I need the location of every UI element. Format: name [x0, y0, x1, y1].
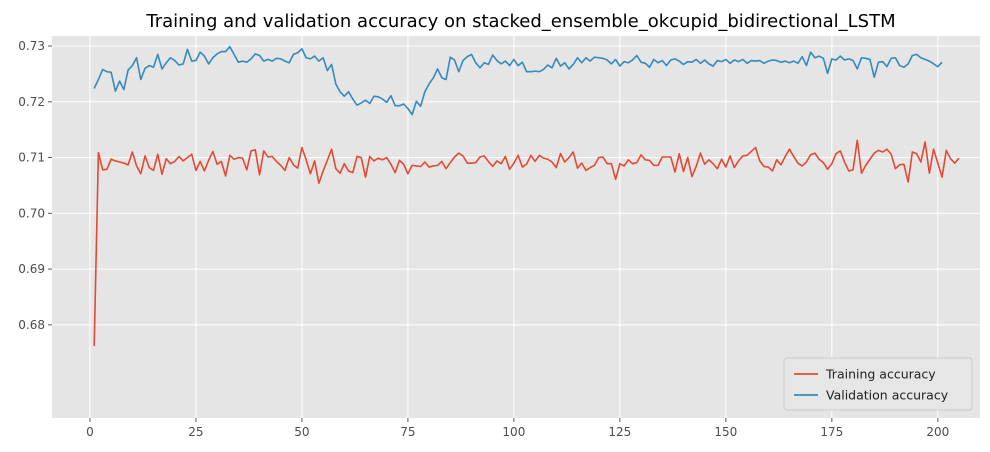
- y-tick-label: 0.69: [18, 262, 45, 276]
- y-tick-label: 0.68: [18, 318, 45, 332]
- x-tick-label: 0: [86, 425, 94, 439]
- x-tick-label: 150: [714, 425, 737, 439]
- legend-box: [783, 357, 973, 411]
- y-tick-label: 0.71: [18, 151, 45, 165]
- x-tick-label: 50: [294, 425, 309, 439]
- series-lines: [93, 45, 960, 347]
- chart-title: Training and validation accuracy on stac…: [145, 11, 895, 32]
- x-tick-label: 200: [926, 425, 949, 439]
- series-line-validation: [93, 45, 943, 116]
- x-tick-label: 175: [820, 425, 843, 439]
- y-tick-label: 0.72: [18, 95, 45, 109]
- y-axis: 0.68 0.69 0.70 0.71 0.72 0.73: [18, 39, 52, 332]
- x-tick-label: 125: [608, 425, 631, 439]
- legend-label: Training accuracy: [825, 367, 936, 382]
- series-line-training: [93, 139, 960, 347]
- legend-label: Validation accuracy: [826, 388, 949, 403]
- x-axis: 0 25 50 75 100 125 150 175 200: [86, 418, 949, 439]
- plot-area: [52, 36, 980, 418]
- y-tick-label: 0.70: [18, 206, 45, 220]
- x-tick-label: 75: [400, 425, 415, 439]
- gridlines: [52, 36, 980, 418]
- x-tick-label: 25: [188, 425, 203, 439]
- y-tick-label: 0.73: [18, 39, 45, 53]
- x-tick-label: 100: [502, 425, 525, 439]
- legend: Training accuracy Validation accuracy: [783, 357, 973, 411]
